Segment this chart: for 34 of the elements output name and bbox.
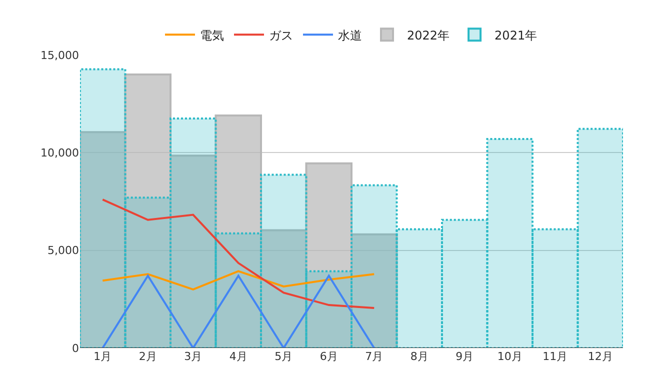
bar — [80, 68, 126, 348]
legend-label: ガス — [269, 28, 293, 42]
bar — [486, 138, 534, 348]
line-series — [102, 270, 376, 290]
bar — [214, 232, 262, 348]
legend-label: 2021年 — [494, 28, 538, 42]
x-tick-label: 7月 — [365, 350, 384, 363]
line-series — [102, 198, 376, 309]
x-tick-label: 8月 — [410, 350, 428, 363]
y-tick-label: 15,000 — [40, 48, 79, 62]
x-tick-label: 5月 — [274, 350, 293, 363]
bar — [441, 218, 488, 348]
bar — [170, 117, 217, 348]
bar — [350, 184, 398, 348]
x-tick-label: 9月 — [456, 350, 474, 363]
y-tick-label: 5,000 — [48, 244, 79, 258]
y-tick-label: 10,000 — [40, 146, 79, 160]
y-tick-label: 0 — [72, 342, 79, 355]
bar — [576, 128, 623, 348]
legend-label: 電気 — [200, 28, 224, 42]
bar — [532, 228, 579, 348]
x-tick-label: 12月 — [588, 350, 613, 363]
bar — [124, 196, 172, 348]
legend-label: 2022年 — [407, 28, 450, 42]
x-tick-label: 4月 — [229, 350, 248, 363]
x-tick-label: 3月 — [184, 350, 202, 363]
x-tick-label: 11月 — [542, 350, 568, 363]
x-tick-label: 1月 — [94, 350, 112, 363]
x-tick-label: 10月 — [497, 350, 522, 363]
x-tick-label: 6月 — [320, 350, 338, 363]
x-tick-label: 2月 — [138, 350, 157, 363]
bar — [260, 174, 308, 348]
bar — [396, 228, 443, 348]
legend-label: 水道 — [338, 28, 362, 42]
